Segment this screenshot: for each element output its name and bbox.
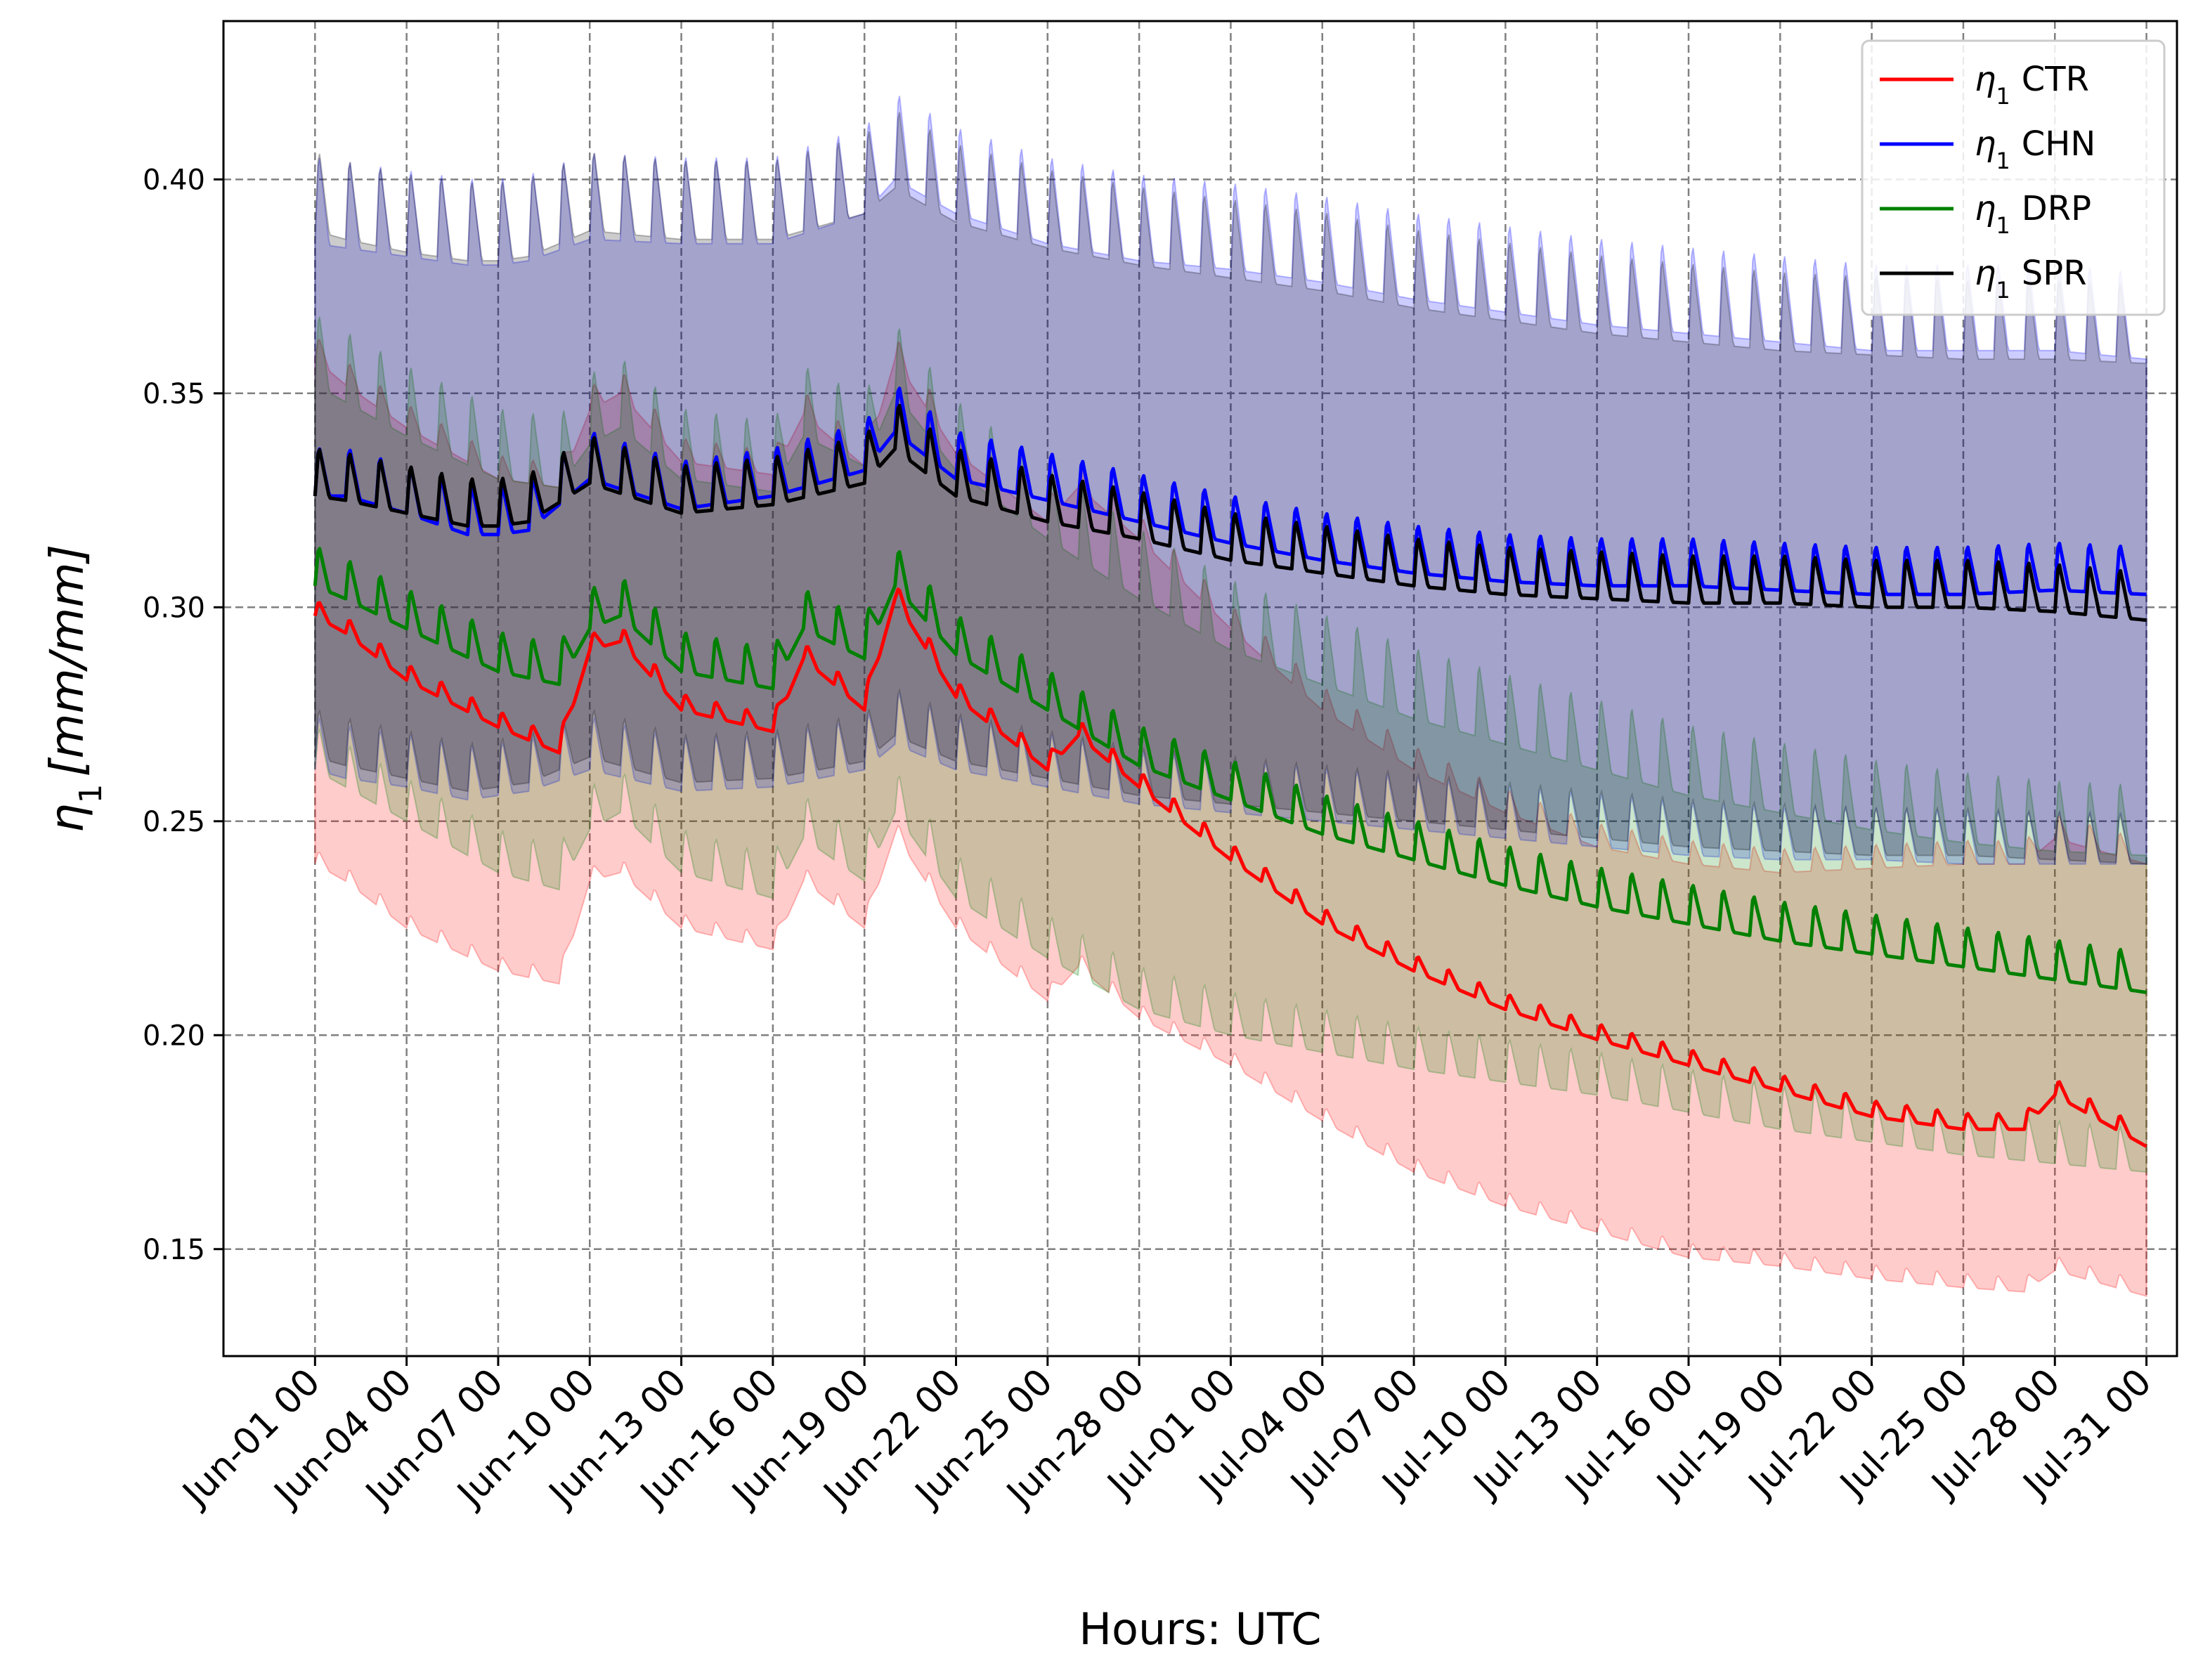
legend-symbol: η	[1975, 60, 1996, 99]
uncertainty-bands	[314, 96, 2147, 1298]
y-axis-label-symbol: η	[40, 804, 94, 833]
series-lines	[313, 386, 2147, 1148]
plot-area-frame	[222, 20, 2178, 1357]
legend-name: CHN	[2022, 124, 2096, 164]
y-tick-label: 0.25	[143, 806, 205, 838]
x-axis-label: Hours: UTC	[1079, 1603, 1321, 1655]
y-tick-label: 0.40	[143, 164, 205, 196]
legend-name: DRP	[2022, 189, 2091, 228]
series-line-drp	[313, 547, 2147, 994]
legend-name: SPR	[2022, 254, 2087, 293]
legend-label-spr: η1 SPR	[1975, 254, 2087, 304]
legend-subscript: 1	[1996, 212, 2010, 239]
y-axis-label-units: [mm/mm]	[40, 545, 94, 777]
y-tick-label: 0.15	[143, 1234, 205, 1266]
legend-subscript: 1	[1996, 83, 2010, 110]
legend-subscript: 1	[1996, 148, 2010, 174]
y-axis-label-text: η1 [mm/mm]	[40, 545, 109, 833]
legend-symbol: η	[1975, 189, 1996, 228]
series-line-spr	[313, 403, 2147, 623]
y-axis-label-subscript: 1	[73, 784, 109, 804]
band-ctr	[314, 338, 2147, 1298]
legend-label-chn: η1 CHN	[1975, 124, 2095, 174]
y-tick-label: 0.20	[143, 1020, 205, 1052]
y-axis-label: η1 [mm/mm]	[40, 545, 109, 833]
legend-symbol: η	[1975, 124, 1996, 164]
y-tick-label: 0.30	[143, 592, 205, 624]
legend-subscript: 1	[1996, 277, 2010, 304]
legend-symbol: η	[1975, 254, 1996, 293]
band-drp	[314, 316, 2147, 1173]
y-tick-label: 0.35	[143, 378, 205, 410]
grid-lines	[223, 21, 2177, 1356]
legend-name: CTR	[2022, 60, 2089, 99]
legend-box	[1861, 39, 2166, 316]
legend-label-drp: η1 DRP	[1975, 189, 2091, 239]
legend-label-ctr: η1 CTR	[1975, 60, 2089, 110]
series-line-ctr	[313, 587, 2147, 1148]
